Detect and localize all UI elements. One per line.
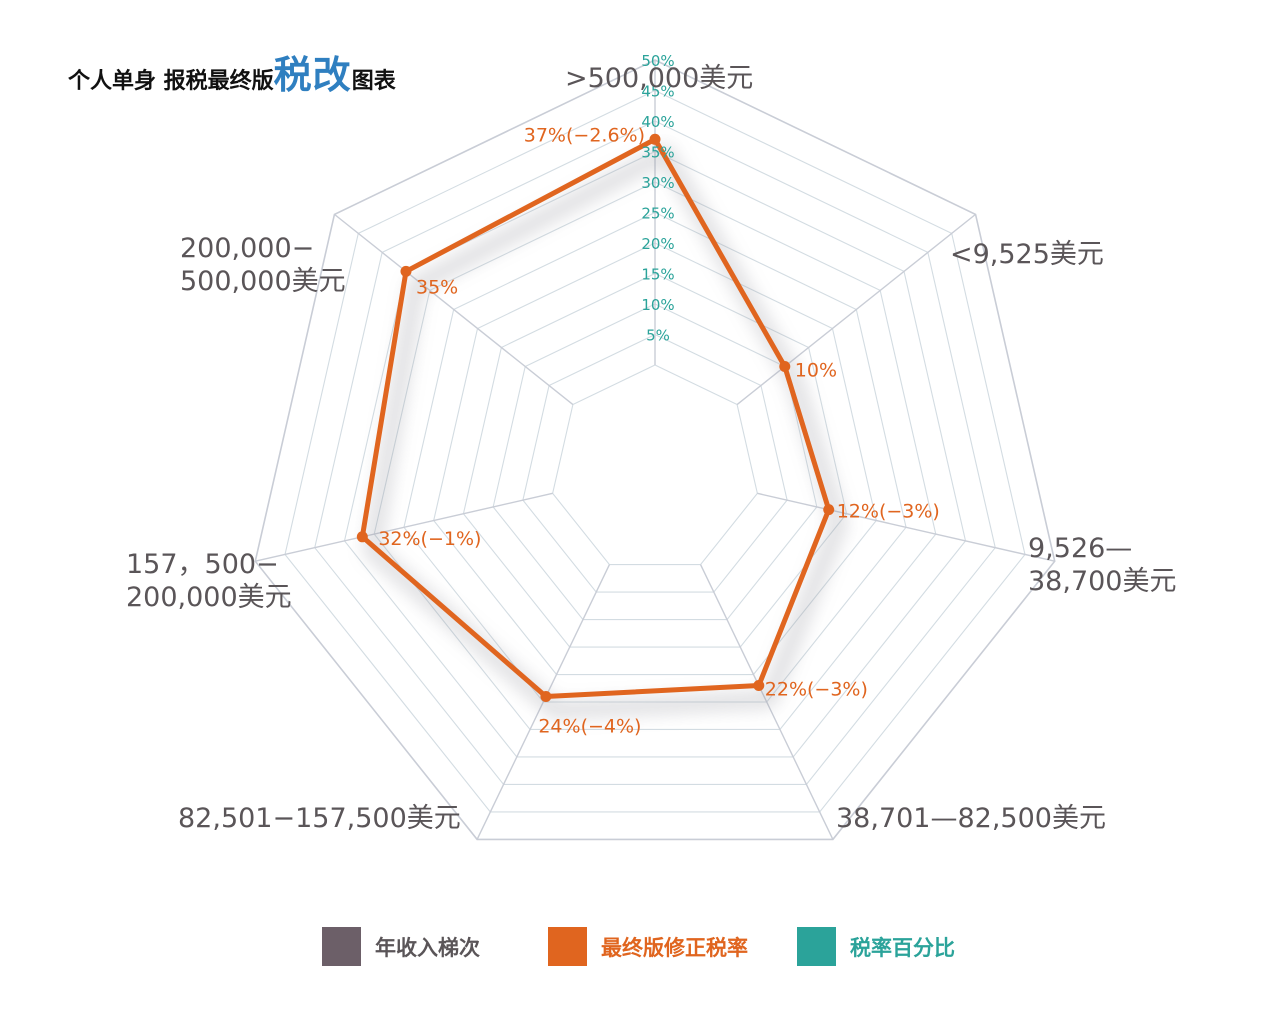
legend-item: 税率百分比 [797,927,955,966]
data-label: 10% [795,360,837,382]
data-point [356,531,368,543]
title-end: 图表 [351,69,396,94]
legend-item: 年收入梯次 [322,927,480,966]
legend-label: 年收入梯次 [375,935,480,960]
legend-label: 税率百分比 [850,935,955,960]
grid-ring [284,89,1026,813]
legend-item: 最终版修正税率 [548,927,748,966]
category-label-line: 82,501−157,500美元 [178,803,461,834]
category-label-line: 500,000美元 [180,266,346,297]
data-label: 12%(−3%) [837,501,940,523]
grid-ring [462,272,848,648]
category-label: 157，500− 200,000美元 [126,548,292,614]
grid-spoke [757,492,1055,562]
legend-swatch [797,927,836,966]
grid-ring [373,181,937,731]
data-point [753,680,765,692]
data-point [649,133,661,145]
data-label: 37%(−2.6%) [524,124,645,146]
grid-ring [552,364,758,566]
title-main: 个人单身 报税最终版 [68,69,274,94]
category-label: >500,000美元 [565,62,753,95]
category-label: 9,526— 38,700美元 [1028,532,1176,598]
scale-tick-label: 25% [641,205,674,223]
scale-tick-label: 35% [641,144,674,162]
grid-ring [343,150,967,758]
category-label: <9,525美元 [950,238,1104,271]
category-label-line: 200,000美元 [126,582,292,613]
category-label: 38,701—82,500美元 [836,802,1106,835]
legend-swatch [548,927,587,966]
scale-tick-label: 45% [641,83,674,101]
scale-tick-label: 40% [641,113,674,131]
scale-tick-label: 20% [641,235,674,253]
category-label-line: >500,000美元 [565,63,754,94]
data-label: 24%(−4%) [538,716,641,738]
title-accent: 税改 [273,53,352,97]
data-label: 35% [416,276,458,298]
data-point [823,504,835,516]
data-label: 22%(−3%) [765,679,868,701]
scale-tick-label: 30% [641,174,674,192]
grid-spoke [255,492,553,562]
scale-tick-label: 50% [641,52,674,70]
category-label-line: 38,700美元 [1028,566,1177,597]
category-label-line: 9,526— [1028,533,1133,564]
grid-spoke [736,213,976,406]
grid-ring [522,333,788,593]
scale-tick-label: 15% [641,266,674,284]
series-line [359,136,832,700]
chart-title: 个人单身 报税最终版 税改 图表 [68,44,396,99]
data-point [779,361,791,373]
legend-label: 最终版修正税率 [601,935,748,960]
data-point [400,265,412,277]
data-point [540,691,552,703]
grid-ring [314,120,996,785]
data-label: 32%(−1%) [378,528,481,550]
scale-tick-label: 10% [641,296,674,314]
series-shadow [364,143,847,718]
grid-spoke [334,213,574,406]
grid-ring [433,242,877,676]
category-label-line: 157，500− [126,549,279,580]
grid-ring [254,59,1056,841]
category-label-line: <9,525美元 [950,239,1104,270]
category-label: 200,000− 500,000美元 [180,232,346,298]
scale-tick-label: 5% [646,327,670,345]
category-label-line: 200,000− [180,233,315,264]
legend-swatch [322,927,361,966]
category-label: 82,501−157,500美元 [178,802,461,835]
category-label-line: 38,701—82,500美元 [836,803,1106,834]
